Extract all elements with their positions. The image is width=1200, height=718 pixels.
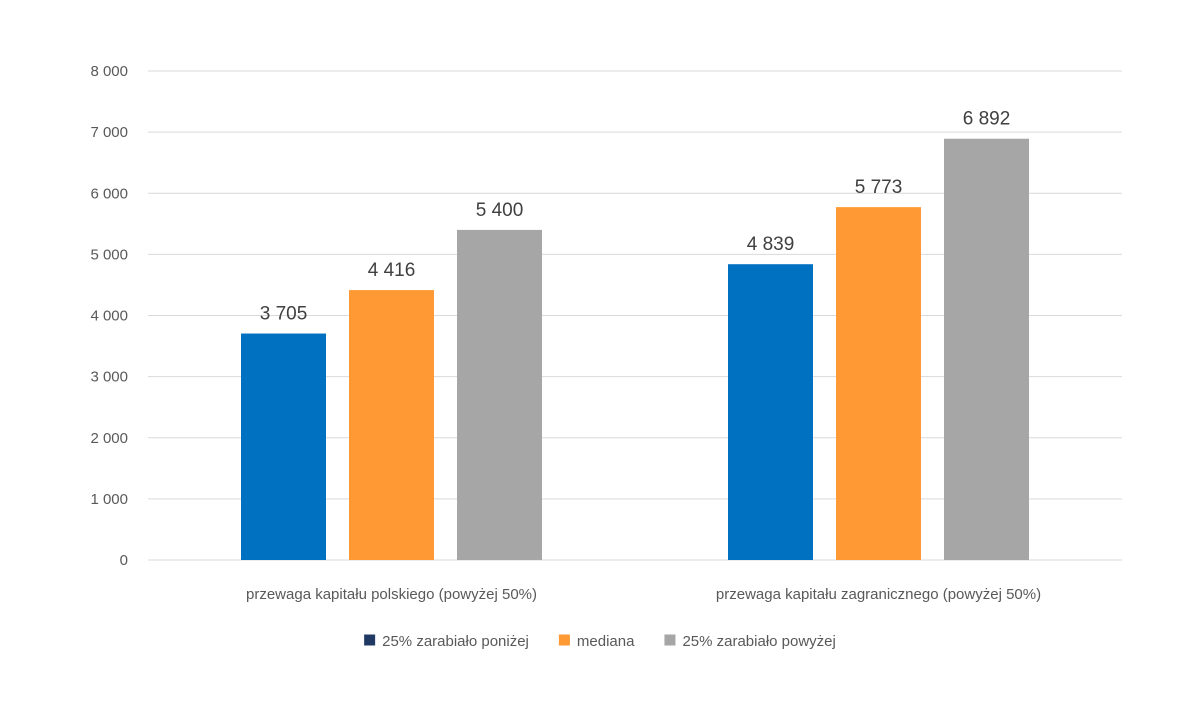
category-label: przewaga kapitału polskiego (powyżej 50%…	[246, 586, 537, 603]
y-tick-label: 8 000	[90, 63, 128, 80]
legend-swatch	[664, 634, 676, 646]
data-label: 5 773	[855, 177, 903, 198]
category-labels: przewaga kapitału polskiego (powyżej 50%…	[246, 586, 1041, 603]
y-axis-tick-labels: 0 1 000 2 000 3 000 4 000 5 000 6 000 7 000 8 00…	[90, 63, 128, 569]
data-label: 6 892	[963, 109, 1011, 130]
data-label: 5 400	[476, 200, 524, 221]
y-tick-label: 3 000	[90, 369, 128, 386]
bar-2-category-1	[349, 290, 434, 560]
data-label: 3 705	[260, 304, 308, 325]
bar-3-category-1	[457, 229, 542, 561]
y-tick-label: 0	[120, 552, 128, 569]
y-tick-label: 7 000	[90, 124, 128, 141]
bar-2-category-2	[836, 207, 921, 561]
y-tick-label: 4 000	[90, 308, 128, 325]
legend-swatch	[558, 634, 570, 646]
legend-item: 25% zarabiało poniżej	[364, 633, 529, 650]
data-label: 4 416	[368, 260, 416, 281]
legend-item: mediana	[558, 633, 635, 650]
legend-label: 25% zarabiało poniżej	[382, 633, 529, 650]
data-labels: 3 705 4 416 5 400 4 839 5 773 6 892	[260, 109, 1011, 325]
bar-1-category-2	[728, 264, 813, 560]
bar-1-category-1	[241, 333, 326, 560]
legend-label: mediana	[577, 633, 635, 650]
y-tick-label: 1 000	[90, 491, 128, 508]
bar-3-category-2	[944, 138, 1029, 560]
legend-swatch	[364, 634, 376, 646]
legend-label: 25% zarabiało powyżej	[682, 633, 835, 650]
legend: 25% zarabiało poniżej mediana 25% zarabiał…	[364, 633, 836, 650]
category-label: przewaga kapitału zagranicznego (powyżej…	[716, 586, 1041, 603]
legend-item: 25% zarabiało powyżej	[664, 633, 836, 650]
data-label: 4 839	[747, 234, 795, 255]
y-tick-label: 5 000	[90, 246, 128, 263]
bars	[241, 138, 1029, 561]
y-tick-label: 2 000	[90, 430, 128, 447]
y-tick-label: 6 000	[90, 185, 128, 202]
